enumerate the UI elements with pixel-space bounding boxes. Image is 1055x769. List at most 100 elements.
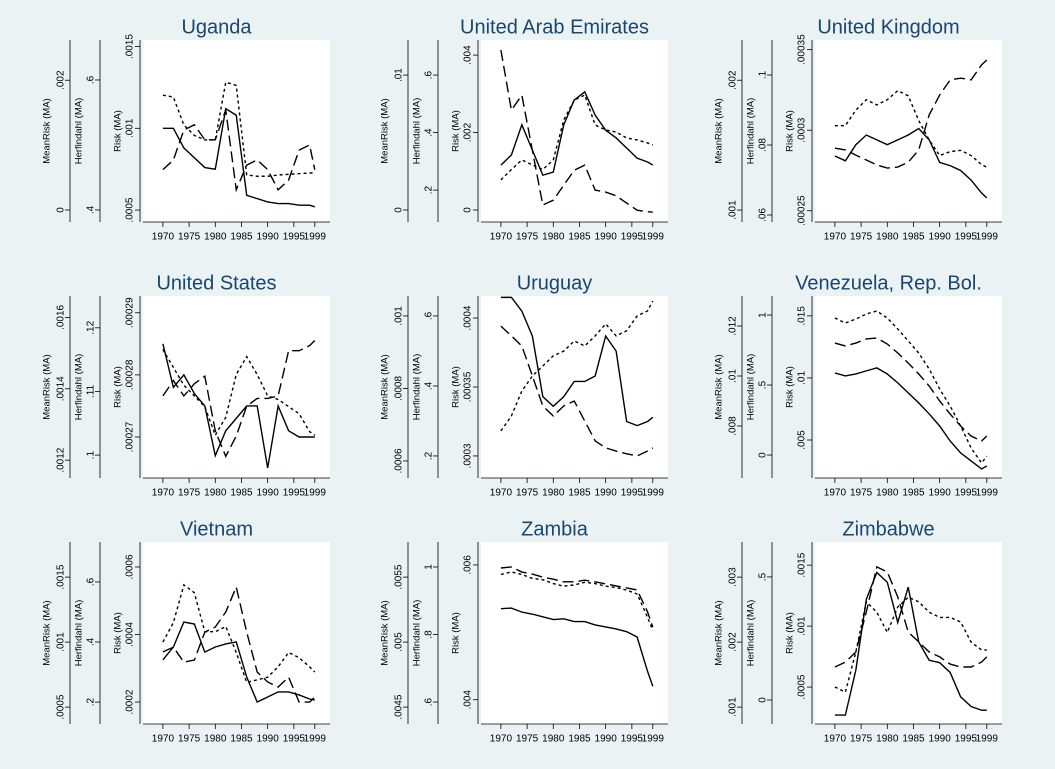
x-tick-label: 1980: [876, 232, 899, 243]
x-tick-label: 1990: [595, 488, 618, 499]
x-tick-label: 1995: [621, 734, 644, 745]
y-tick-label: .00029: [125, 297, 136, 328]
y-tick-label: .002: [728, 70, 739, 90]
x-tick-label: 1980: [876, 488, 899, 499]
series-line: [162, 81, 315, 177]
y-tick-label: .00027: [125, 421, 136, 452]
y-tick-label: .0016: [56, 304, 67, 329]
x-tick-label: 1985: [230, 488, 253, 499]
y-tick-label: .4: [424, 128, 435, 137]
series-line: [834, 310, 988, 465]
x-tick-label: 1970: [824, 734, 847, 745]
y-tick-label: .008: [728, 416, 739, 436]
y-axis-title: MeanRisk (MA): [714, 600, 725, 665]
y-tick-label: .0015: [56, 564, 67, 589]
x-tick-label: 1990: [257, 488, 280, 499]
plot-region: [143, 542, 330, 724]
x-tick-label: 1999: [976, 734, 999, 745]
y-axis-title: MeanRisk (MA): [42, 98, 53, 163]
y-axis-title: Risk (MA): [113, 110, 124, 152]
series-line: [834, 127, 988, 199]
y-axis-title: Risk (MA): [113, 366, 124, 408]
x-tick-label: 1970: [490, 232, 513, 243]
y-tick-label: .004: [463, 690, 474, 710]
series-line: [834, 571, 987, 716]
x-tick-label: 1970: [824, 232, 847, 243]
x-tick-label: 1985: [568, 488, 591, 499]
x-tick-label: 1980: [204, 734, 227, 745]
y-tick-label: .00025: [797, 195, 808, 226]
series-line: [162, 621, 315, 704]
plot-region: [815, 542, 1002, 724]
y-tick-label: .0002: [125, 689, 136, 714]
series-line: [834, 565, 988, 668]
series-line: [162, 340, 316, 459]
x-tick-label: 1990: [929, 488, 952, 499]
series-line: [500, 296, 654, 427]
x-tick-label: 1980: [204, 232, 227, 243]
panel-title: United Kingdom: [817, 16, 959, 38]
y-tick-label: .002: [463, 122, 474, 142]
x-tick-label: 1980: [542, 232, 565, 243]
x-tick-label: 1975: [516, 232, 539, 243]
y-axis-title: Risk (MA): [113, 612, 124, 654]
y-axis-title: Risk (MA): [785, 110, 796, 152]
x-tick-label: 1985: [568, 734, 591, 745]
panel: Zimbabwe .001 .002 .003 MeanRisk (MA) 0 .5 Herf…: [714, 518, 1002, 745]
panel-title: Vietnam: [180, 518, 253, 540]
series-line: [834, 89, 988, 168]
y-tick-label: .6: [86, 577, 97, 586]
plot-region: [815, 296, 1002, 478]
y-tick-label: .06: [758, 208, 769, 222]
y-tick-label: .6: [424, 70, 435, 79]
y-tick-label: .01: [394, 68, 405, 82]
y-axis-title: Herfindahl (MA): [746, 98, 757, 165]
y-tick-label: .0005: [797, 674, 808, 699]
panel-title: Uruguay: [517, 272, 593, 294]
y-tick-label: 0: [394, 207, 405, 213]
x-tick-label: 1995: [621, 488, 644, 499]
y-axis-title: Risk (MA): [785, 366, 796, 408]
y-axis-title: Herfindahl (MA): [746, 600, 757, 667]
y-tick-label: .0014: [56, 376, 67, 401]
x-tick-label: 1995: [955, 232, 978, 243]
y-tick-label: 1: [758, 312, 769, 318]
y-tick-label: .00028: [125, 359, 136, 390]
x-tick-label: 1970: [152, 488, 175, 499]
y-axis-title: Risk (MA): [451, 612, 462, 654]
x-tick-label: 1995: [283, 488, 306, 499]
y-tick-label: .6: [424, 311, 435, 320]
y-tick-label: .2: [86, 697, 97, 706]
panel-title: Uganda: [181, 16, 252, 38]
x-tick-label: 1990: [929, 232, 952, 243]
y-tick-label: .11: [86, 384, 97, 398]
x-tick-label: 1985: [230, 734, 253, 745]
y-axis-title: MeanRisk (MA): [380, 354, 391, 419]
y-tick-label: .5: [758, 572, 769, 581]
y-axis-title: Herfindahl (MA): [74, 354, 85, 421]
x-tick-label: 1975: [850, 232, 873, 243]
panel-title: Zambia: [521, 518, 589, 540]
x-tick-label: 1999: [976, 232, 999, 243]
y-tick-label: .001: [56, 632, 67, 652]
y-tick-label: .005: [797, 430, 808, 450]
y-tick-label: .006: [463, 555, 474, 575]
x-tick-label: 1975: [516, 734, 539, 745]
x-tick-label: 1990: [257, 232, 280, 243]
y-tick-label: .4: [424, 381, 435, 390]
plot-region: [815, 40, 1002, 222]
x-tick-label: 1990: [257, 734, 280, 745]
y-tick-label: .5: [758, 380, 769, 389]
series-line: [500, 607, 654, 687]
x-tick-label: 1985: [902, 232, 925, 243]
x-tick-label: 1990: [929, 734, 952, 745]
panel: Venezuela, Rep. Bol. .008 .01 .012 MeanRisk …: [714, 272, 1002, 499]
series-line: [834, 596, 987, 694]
y-tick-label: .004: [463, 45, 474, 65]
series-line: [162, 349, 316, 437]
x-tick-label: 1985: [902, 734, 925, 745]
y-tick-label: 0: [758, 697, 769, 703]
